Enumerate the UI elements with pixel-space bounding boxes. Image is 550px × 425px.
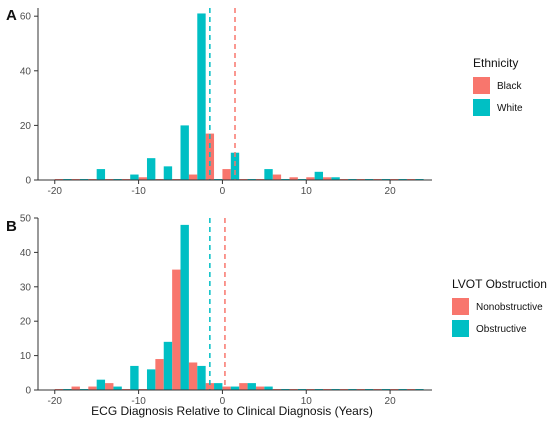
bar-obstructive--3 [197, 365, 206, 390]
bar-nonobstructive--5 [172, 269, 181, 390]
bar-black-13 [323, 177, 332, 180]
bar-white--7 [163, 166, 173, 180]
legend-title: Ethnicity [473, 56, 518, 70]
legend-key-obstructive [452, 320, 469, 337]
bar-white-1 [230, 152, 240, 180]
x-tick-label: -10 [131, 396, 146, 407]
legend-ethnicity: Ethnicity Black White [473, 56, 523, 116]
legend-title: LVOT Obstruction [452, 277, 547, 291]
bar-black-1 [222, 169, 231, 180]
bar-white--15 [96, 169, 106, 180]
y-tick-label: 0 [25, 176, 31, 187]
x-tick-label: 20 [385, 396, 397, 407]
bar-nonobstructive--13 [105, 383, 114, 390]
bar-white-11 [314, 171, 324, 180]
x-tick-label: -20 [48, 396, 63, 407]
x-tick-label: -10 [131, 186, 146, 197]
x-tick-label: 10 [301, 186, 313, 197]
bar-white--3 [197, 13, 206, 180]
y-tick-label: 20 [20, 121, 32, 132]
legend-label-obstructive: Obstructive [476, 324, 527, 335]
x-axis-title: ECG Diagnosis Relative to Clinical Diagn… [91, 404, 373, 418]
bar-white--9 [146, 158, 156, 180]
panel-label-a: A [6, 7, 17, 24]
bar-nonobstructive--3 [188, 362, 198, 390]
y-tick-label: 40 [20, 248, 32, 259]
legend-key-nonobstructive [452, 298, 469, 315]
bar-obstructive--5 [180, 224, 189, 390]
x-tick-label: 0 [220, 186, 226, 197]
bar-obstructive--1 [214, 383, 223, 390]
bar-nonobstructive-3 [239, 383, 248, 390]
legend-lvot-obstruction: LVOT Obstruction Nonobstructive Obstructiv… [452, 277, 547, 337]
bar-obstructive-3 [247, 383, 256, 390]
bar-white--5 [180, 125, 189, 180]
bar-obstructive-1 [230, 386, 240, 390]
bar-nonobstructive--1 [205, 383, 215, 390]
legend-label-white: White [497, 103, 523, 114]
y-tick-label: 60 [20, 12, 32, 23]
x-tick-label: 0 [220, 396, 226, 407]
y-tick-label: 40 [20, 66, 32, 77]
bar-white--11 [130, 174, 139, 180]
bar-obstructive--15 [96, 379, 106, 390]
panel-a-plot: -20 -10 0 10 20 0 20 40 60 [20, 8, 432, 197]
bar-black-11 [306, 177, 315, 180]
bar-obstructive--9 [146, 369, 156, 390]
x-tick-label: -20 [48, 186, 63, 197]
y-tick-label: 10 [20, 351, 32, 362]
bar-white-13 [331, 177, 340, 180]
bar-black--9 [138, 177, 147, 180]
y-tick-label: 0 [25, 386, 31, 397]
bar-white-5 [264, 169, 273, 180]
bar-black-7 [272, 174, 282, 180]
bar-obstructive--7 [163, 341, 173, 390]
legend-key-white [473, 99, 490, 116]
bar-black--3 [188, 174, 198, 180]
bar-nonobstructive-5 [255, 386, 265, 390]
panel-label-b: B [6, 218, 17, 235]
bar-obstructive--13 [113, 386, 122, 390]
panel-b-plot: -20 -10 0 10 20 0 10 20 30 40 50 [20, 214, 432, 407]
bar-obstructive-5 [264, 386, 273, 390]
y-tick-label: 50 [20, 214, 32, 225]
bar-nonobstructive-1 [222, 386, 231, 390]
x-tick-label: 10 [301, 396, 313, 407]
legend-key-black [473, 77, 490, 94]
legend-label-black: Black [497, 81, 522, 92]
bar-nonobstructive--7 [155, 359, 164, 390]
y-tick-label: 30 [20, 282, 32, 293]
y-tick-label: 20 [20, 317, 32, 328]
legend-label-nonobstructive: Nonobstructive [476, 302, 543, 313]
bar-black-9 [289, 177, 298, 180]
bar-nonobstructive--15 [88, 386, 97, 390]
x-tick-label: 20 [385, 186, 397, 197]
bar-obstructive--11 [130, 365, 139, 390]
bar-nonobstructive--17 [71, 386, 80, 390]
